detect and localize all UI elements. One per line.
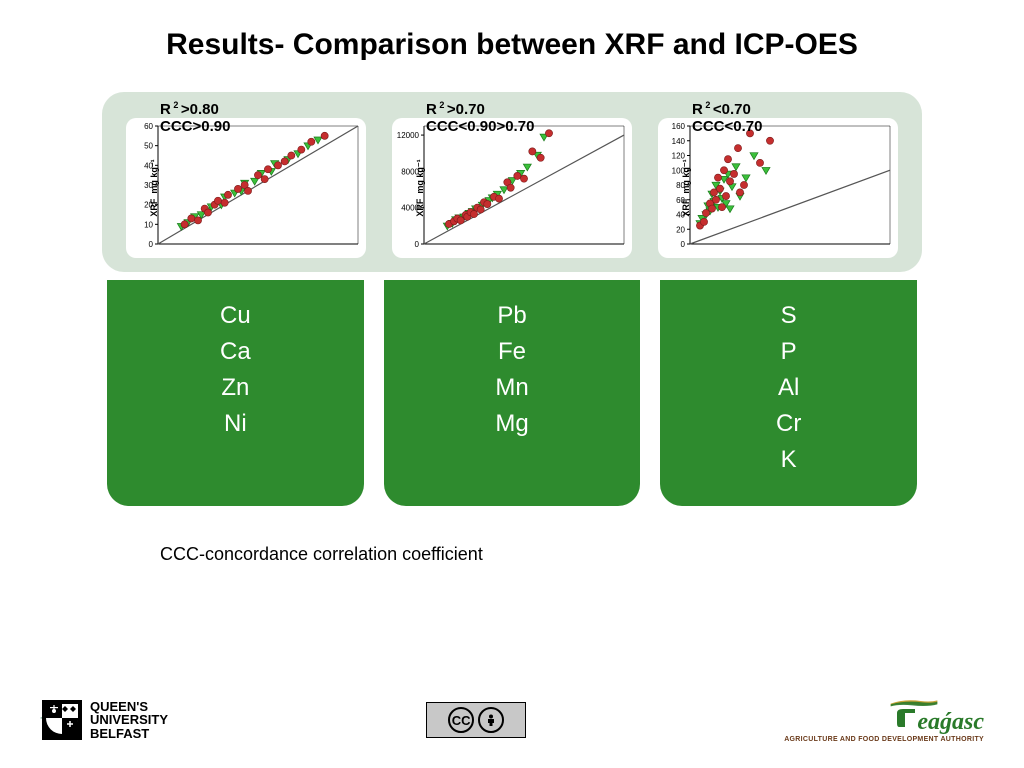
scatter-chart-2: 020406080100120140160XRF_mg kg⁻¹ <box>658 118 898 258</box>
svg-text:0: 0 <box>415 240 420 249</box>
y-axis-label: XRF_mg kg⁻¹ <box>681 159 692 216</box>
qub-line2: UNIVERSITY <box>90 713 168 727</box>
element-label: Mg <box>384 406 641 442</box>
element-column-1: PbFeMnMg <box>384 280 641 506</box>
element-label: Cu <box>107 298 364 334</box>
element-label: Ni <box>107 406 364 442</box>
element-label: Mn <box>384 370 641 406</box>
y-axis-label: XRF_mg kg⁻¹ <box>149 159 160 216</box>
teagasc-subtitle: AGRICULTURE AND FOOD DEVELOPMENT AUTHORI… <box>784 736 984 743</box>
scatter-chart-0: 0102030405060XRF_mg kg⁻¹ <box>126 118 366 258</box>
footer: QUEEN'S UNIVERSITY BELFAST CC eaǵasc AGR… <box>0 690 1024 750</box>
svg-text:10: 10 <box>144 220 153 229</box>
element-label: Ca <box>107 334 364 370</box>
svg-text:140: 140 <box>672 137 686 146</box>
element-label: S <box>660 298 917 334</box>
element-label: Fe <box>384 334 641 370</box>
svg-text:12000: 12000 <box>397 131 420 140</box>
element-label: Cr <box>660 406 917 442</box>
teagasc-logo: eaǵasc AGRICULTURE AND FOOD DEVELOPMENT … <box>784 697 984 743</box>
svg-text:50: 50 <box>144 142 153 151</box>
teagasc-swoosh-icon <box>844 697 984 707</box>
y-axis-label: XRF_mg kg⁻¹ <box>415 159 426 216</box>
element-columns: CuCaZnNiPbFeMnMgSPAlCrK <box>107 280 917 506</box>
qub-logo: QUEEN'S UNIVERSITY BELFAST <box>40 698 168 742</box>
qub-line1: QUEEN'S <box>90 700 168 714</box>
teagasc-t-icon <box>895 707 917 729</box>
element-label: Al <box>660 370 917 406</box>
by-icon <box>478 707 504 733</box>
qub-crest-icon <box>40 698 84 742</box>
chart-box-2: R 2 <0.70CCC<0.70020406080100120140160XR… <box>652 106 904 258</box>
element-label: K <box>660 442 917 478</box>
cc-by-badge: CC <box>426 702 526 738</box>
scatter-chart-1: 04000800012000XRF_mg kg⁻¹ <box>392 118 632 258</box>
element-column-2: SPAlCrK <box>660 280 917 506</box>
element-column-0: CuCaZnNi <box>107 280 364 506</box>
chart-label-1: R 2 >0.70CCC<0.90>0.70 <box>426 100 534 136</box>
cc-icon: CC <box>448 707 474 733</box>
teagasc-word: eaǵasc <box>917 709 984 736</box>
svg-text:60: 60 <box>144 122 153 131</box>
svg-text:0: 0 <box>681 240 686 249</box>
chart-label-2: R 2 <0.70CCC<0.70 <box>692 100 762 136</box>
element-label: Zn <box>107 370 364 406</box>
svg-text:20: 20 <box>676 225 685 234</box>
qub-line3: BELFAST <box>90 727 168 741</box>
svg-text:160: 160 <box>672 122 686 131</box>
chart-box-1: R 2 >0.70CCC<0.90>0.7004000800012000XRF_… <box>386 106 638 258</box>
footnote: CCC-concordance correlation coefficient <box>160 544 1024 565</box>
svg-text:0: 0 <box>149 240 154 249</box>
chart-label-0: R 2 >0.80CCC>0.90 <box>160 100 230 136</box>
page-title: Results- Comparison between XRF and ICP-… <box>0 0 1024 62</box>
element-label: Pb <box>384 298 641 334</box>
chart-box-0: R 2 >0.80CCC>0.900102030405060XRF_mg kg⁻… <box>120 106 372 258</box>
charts-panel: R 2 >0.80CCC>0.900102030405060XRF_mg kg⁻… <box>102 92 922 272</box>
element-label: P <box>660 334 917 370</box>
